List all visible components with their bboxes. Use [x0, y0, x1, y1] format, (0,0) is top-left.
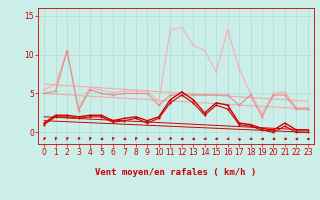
X-axis label: Vent moyen/en rafales ( km/h ): Vent moyen/en rafales ( km/h ) [95, 168, 257, 177]
